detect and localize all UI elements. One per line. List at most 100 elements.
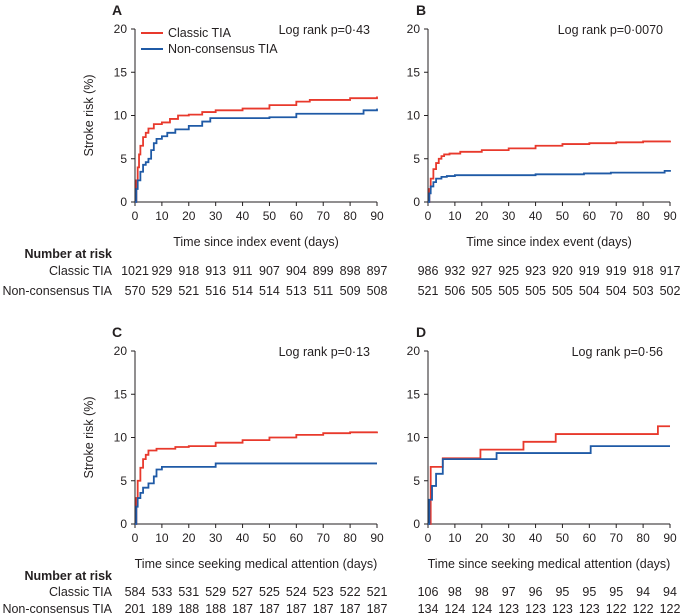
y-tick-label: 0 [120, 517, 127, 531]
at-risk-value: 505 [525, 284, 546, 298]
y-tick-label: 10 [407, 431, 421, 445]
x-tick-label: 60 [290, 209, 304, 223]
at-risk-value: 925 [498, 264, 519, 278]
at-risk-value: 516 [205, 284, 226, 298]
at-risk-value: 95 [555, 585, 569, 599]
at-risk-value: 187 [313, 602, 334, 616]
at-risk-value: 513 [286, 284, 307, 298]
at-risk-value: 187 [286, 602, 307, 616]
at-risk-value: 122 [633, 602, 654, 616]
legend-label-nonconsensus: Non-consensus TIA [168, 42, 278, 56]
series-line-classic [428, 140, 671, 203]
at-risk-value: 98 [448, 585, 462, 599]
at-risk-value: 920 [552, 264, 573, 278]
at-risk-value: 913 [205, 264, 226, 278]
at-risk-value: 189 [151, 602, 172, 616]
at-risk-value: 506 [444, 284, 465, 298]
at-risk-value: 525 [259, 585, 280, 599]
at-risk-value: 918 [178, 264, 199, 278]
at-risk-value: 187 [367, 602, 388, 616]
x-tick-label: 70 [610, 531, 624, 545]
at-risk-value: 521 [367, 585, 388, 599]
at-risk-value: 123 [552, 602, 573, 616]
at-risk-value: 187 [232, 602, 253, 616]
at-risk-value: 505 [471, 284, 492, 298]
at-risk-value: 529 [205, 585, 226, 599]
y-tick-label: 5 [120, 152, 127, 166]
y-tick-label: 10 [114, 431, 128, 445]
x-tick-label: 20 [475, 531, 489, 545]
panel-a: A 0 5 10 15 20 0 10 20 30 40 50 60 70 80 90 Stroke risk … [2, 2, 387, 298]
legend-label-classic: Classic TIA [168, 26, 232, 40]
at-risk-value: 918 [633, 264, 654, 278]
at-risk-value: 514 [259, 284, 280, 298]
at-risk-value: 927 [471, 264, 492, 278]
log-rank-annotation: Log rank p=0·0070 [558, 23, 663, 37]
x-tick-label: 0 [132, 531, 139, 545]
at-risk-value: 98 [475, 585, 489, 599]
y-tick-label: 20 [407, 344, 421, 358]
at-risk-value: 95 [582, 585, 596, 599]
at-risk-value: 986 [418, 264, 439, 278]
y-tick-label: 15 [114, 65, 128, 79]
at-risk-value: 533 [151, 585, 172, 599]
number-at-risk-title: Number at risk [24, 247, 112, 261]
x-tick-label: 80 [343, 531, 357, 545]
x-axis-title: Time since seeking medical attention (da… [428, 557, 671, 571]
at-risk-value: 570 [125, 284, 146, 298]
at-risk-value: 508 [367, 284, 388, 298]
at-risk-value: 584 [125, 585, 146, 599]
at-risk-value: 509 [340, 284, 361, 298]
y-tick-label: 20 [114, 22, 128, 36]
at-risk-value: 124 [471, 602, 492, 616]
at-risk-row-label: Classic TIA [49, 264, 113, 278]
x-tick-label: 20 [182, 531, 196, 545]
at-risk-value: 124 [444, 602, 465, 616]
log-rank-annotation: Log rank p=0·13 [279, 345, 370, 359]
panel-letter: C [112, 324, 122, 340]
x-tick-label: 80 [636, 531, 650, 545]
x-tick-label: 80 [636, 209, 650, 223]
at-risk-value: 94 [663, 585, 677, 599]
y-axis-title: Stroke risk (%) [82, 397, 96, 479]
at-risk-value: 123 [525, 602, 546, 616]
panel-b: B 0 5 10 15 20 0 10 20 30 40 50 60 70 80 90 Time since i… [407, 2, 681, 298]
x-tick-label: 50 [556, 209, 570, 223]
x-tick-label: 30 [502, 531, 516, 545]
at-risk-value: 201 [125, 602, 146, 616]
panel-letter: D [416, 324, 426, 340]
panel-letter: B [416, 2, 426, 18]
x-tick-label: 30 [502, 209, 516, 223]
x-tick-label: 40 [529, 209, 543, 223]
y-tick-label: 0 [413, 195, 420, 209]
y-tick-label: 20 [114, 344, 128, 358]
x-tick-label: 70 [317, 531, 331, 545]
series-line-classic [135, 431, 378, 525]
y-tick-label: 5 [413, 152, 420, 166]
at-risk-value: 188 [178, 602, 199, 616]
x-tick-label: 80 [343, 209, 357, 223]
at-risk-value: 504 [579, 284, 600, 298]
x-tick-label: 0 [425, 209, 432, 223]
series-line-classic [428, 425, 670, 525]
series-line-nonconsensus [135, 108, 378, 203]
x-tick-label: 90 [663, 531, 677, 545]
y-tick-label: 0 [413, 517, 420, 531]
x-tick-label: 10 [155, 209, 169, 223]
y-tick-label: 20 [407, 22, 421, 36]
at-risk-value: 919 [579, 264, 600, 278]
at-risk-value: 123 [579, 602, 600, 616]
at-risk-value: 897 [367, 264, 388, 278]
x-tick-label: 40 [529, 531, 543, 545]
at-risk-value: 911 [233, 264, 253, 278]
panel-d: D 0 5 10 15 20 0 10 20 30 40 50 60 70 80 90 Time since s… [407, 324, 681, 616]
x-tick-label: 60 [583, 209, 597, 223]
at-risk-value: 527 [232, 585, 253, 599]
x-tick-label: 50 [263, 531, 277, 545]
x-tick-label: 10 [155, 531, 169, 545]
x-tick-label: 40 [236, 209, 250, 223]
at-risk-value: 505 [552, 284, 573, 298]
x-axis-title: Time since index event (days) [466, 235, 632, 249]
at-risk-value: 97 [502, 585, 516, 599]
